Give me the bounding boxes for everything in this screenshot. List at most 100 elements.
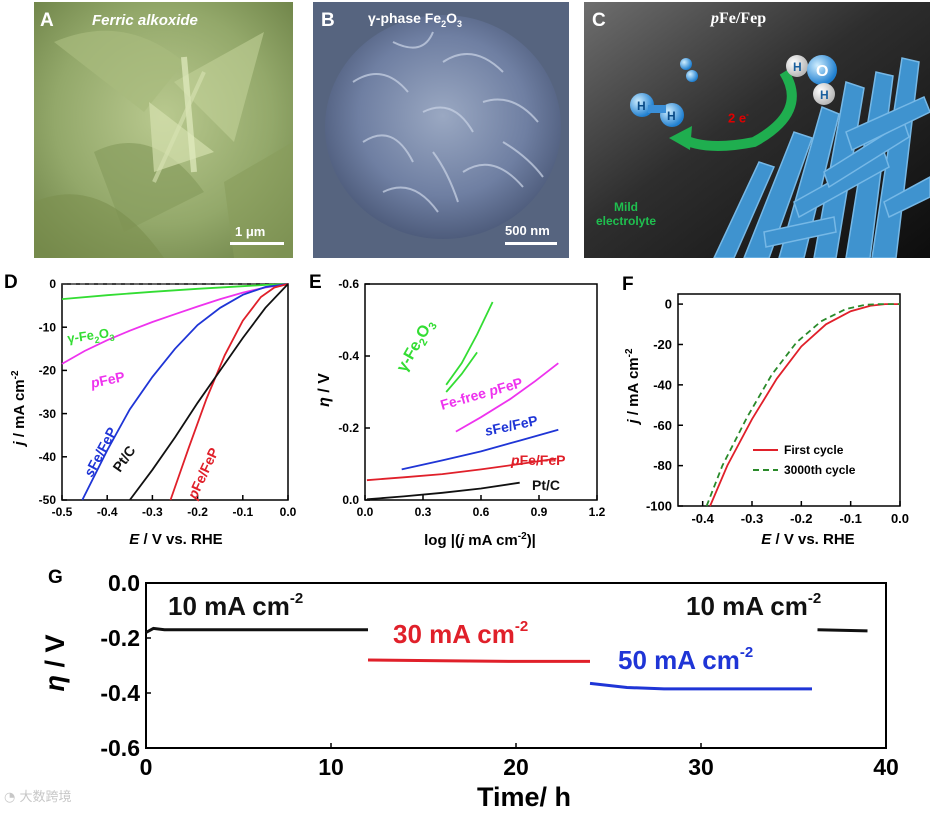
chart-d-series-label-pt: Pt/C — [109, 443, 138, 475]
x-tick-label: -0.4 — [691, 511, 714, 526]
e-xlabel-c: )| — [527, 532, 536, 549]
chart-f-ylabel: j / mA cm-2 — [624, 348, 642, 425]
panel-b-title-sub1: 2 — [441, 18, 447, 29]
panel-c-title-rest: Fe/Fep — [719, 10, 767, 27]
series-line-pt-c — [129, 283, 289, 501]
y-tick-label: -20 — [653, 337, 672, 352]
x-tick-label: -0.3 — [741, 511, 763, 526]
series-line-10-ma-cm-2-first — [145, 626, 368, 634]
chart-f-xlabel: E / V vs. RHE — [761, 531, 854, 548]
chart-d-xlabel: E / V vs. RHE — [129, 531, 222, 548]
x-tick-label: 0.0 — [357, 505, 374, 519]
d-pfe-r: Fe/FeP — [188, 445, 222, 493]
e-xlabel-a: log |( — [424, 532, 460, 549]
chart-e-xlabel: log |(j mA cm-2)| — [424, 531, 536, 549]
e-pfe-i: p — [510, 452, 520, 468]
g-a1: 10 mA cm — [168, 591, 290, 621]
panel-label-f: F — [622, 274, 634, 295]
d-pfep-r: FeP — [98, 368, 126, 389]
chart-g-annotation-50: 50 mA cm-2 — [618, 644, 753, 675]
y-tick-label: -0.4 — [100, 680, 140, 706]
y-tick-label: -0.2 — [100, 625, 140, 651]
e-sfe-i: s — [483, 422, 494, 439]
g-ylabel-r: / V — [40, 634, 70, 675]
chart-e: E 0.0 0.3 0.6 0.9 1.2 -0.6 -0.4 -0.2 0.0 γ-Fe2O3… — [309, 272, 606, 549]
g-a4: 10 mA cm — [686, 591, 808, 621]
y-tick-label: 0.0 — [108, 570, 140, 596]
water-h-atom-1: H — [793, 60, 802, 74]
e-ylabel-i: η — [316, 397, 333, 407]
x-tick-label: -0.1 — [839, 511, 861, 526]
y-tick-label: -60 — [653, 418, 672, 433]
y-tick-label: -0.6 — [100, 735, 140, 761]
scale-bar-a — [230, 242, 284, 245]
chart-d-series-label-pfep: pFeP — [88, 368, 126, 391]
electron-sign: - — [746, 110, 749, 119]
electrolyte-label: Mild electrolyte — [596, 200, 656, 228]
panel-c-title: pFe/Fep — [711, 10, 766, 28]
chart-g: G 0 10 20 30 400.0-0.2-0.4-0.6 10 mA cm-2 30… — [40, 567, 899, 812]
x-tick-label: 30 — [688, 754, 714, 780]
d-ylabel-sup: -2 — [10, 370, 21, 379]
e-gfe-sub1: 2 — [417, 337, 430, 348]
chart-f-legend-first: First cycle — [784, 443, 844, 457]
y-tick-label: -30 — [39, 407, 57, 421]
series-line-sfe-fep — [401, 428, 559, 471]
chart-e-ylabel: η / V — [316, 373, 333, 407]
series-line-pfe-fep — [169, 283, 289, 501]
panel-b-title-sub2: 3 — [457, 18, 463, 29]
series-line--fe2o3-b — [445, 351, 478, 393]
f-xlabel-i: E — [761, 531, 772, 548]
e-pfe-r: Fe/FeP — [520, 452, 566, 468]
panel-c-title-italic: p — [711, 10, 719, 27]
g-a3: 50 mA cm — [618, 645, 740, 675]
watermark-text: 大数跨境 — [19, 790, 72, 805]
series-line-pfe-fep — [366, 457, 557, 482]
series-line-sfe-fep — [81, 283, 289, 501]
e-sfe-r: Fe/FeP — [491, 412, 539, 437]
chart-g-xlabel: Time/ h — [477, 782, 571, 812]
x-tick-label: -0.4 — [97, 505, 118, 519]
panel-label-d: D — [4, 272, 18, 293]
series-line-50-ma-cm-2 — [589, 681, 812, 691]
e-gfe-sub2: 3 — [426, 321, 439, 332]
e-ylabel-r: / V — [316, 373, 333, 397]
f-ylabel-sup: -2 — [624, 348, 635, 357]
panel-label-c: C — [592, 10, 606, 31]
electrolyte-line-1: Mild — [614, 200, 639, 214]
chart-d-series-label-sfe: sFe/FeP — [81, 424, 120, 479]
x-tick-label: 0.3 — [415, 505, 432, 519]
e-fefree-b: FeP — [495, 374, 524, 396]
panel-label-a: A — [40, 10, 54, 31]
watermark-icon: ◔ — [4, 790, 20, 805]
panel-b-title-mid: O — [446, 10, 458, 26]
chart-d-ylabel: j / mA cm-2 — [10, 370, 28, 447]
series-line-first-cycle — [709, 303, 900, 507]
g-a3-sup: -2 — [740, 644, 753, 661]
d-xlabel-i: E — [129, 531, 140, 548]
chart-g-ylabel: η / V — [40, 634, 70, 691]
f-ylabel-r: / mA cm — [625, 357, 642, 419]
watermark: ◔ 大数跨境 — [4, 786, 72, 805]
chart-d-series-label-gfe: γ-Fe2O3 — [66, 325, 115, 349]
y-tick-label: -0.4 — [338, 349, 359, 363]
d-gfe-a: γ-Fe — [66, 327, 95, 346]
f-ylabel-i: j — [625, 419, 642, 426]
chart-g-annotation-30: 30 mA cm-2 — [393, 618, 528, 649]
e-xlabel-j: j — [458, 532, 465, 549]
x-tick-label: 1.2 — [589, 505, 606, 519]
panel-label-b: B — [321, 10, 335, 31]
panel-b-image: B γ-phase Fe2O3 500 nm — [313, 2, 569, 258]
y-tick-label: -80 — [653, 458, 672, 473]
e-fefree-a: Fe-free — [438, 384, 491, 413]
chart-d-series-label-pfe: pFe/FeP — [184, 445, 222, 502]
catalyst-schematic-image: H O H H H — [584, 2, 930, 258]
series-line-10-ma-cm-2-last — [817, 628, 868, 633]
e-xlabel-b: mA cm — [464, 532, 518, 549]
chart-e-series-label-pfe: pFe/FeP — [510, 452, 565, 468]
x-tick-label: 0.9 — [531, 505, 548, 519]
x-tick-label: 0.0 — [891, 511, 909, 526]
panel-b-title: γ-phase Fe2O3 — [368, 10, 462, 29]
panel-a-title: Ferric alkoxide — [92, 12, 198, 29]
chart-g-annotation-10a: 10 mA cm-2 — [168, 590, 303, 621]
